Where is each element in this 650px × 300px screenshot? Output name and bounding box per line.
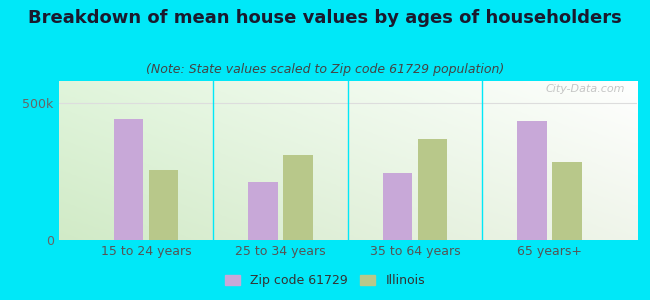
Bar — [114, 119, 143, 240]
Legend: Zip code 61729, Illinois: Zip code 61729, Illinois — [221, 270, 429, 291]
Bar — [248, 182, 278, 240]
Text: Breakdown of mean house values by ages of householders: Breakdown of mean house values by ages o… — [28, 9, 622, 27]
Text: (Note: State values scaled to Zip code 61729 population): (Note: State values scaled to Zip code 6… — [146, 63, 504, 76]
Bar — [383, 173, 412, 240]
Bar — [418, 139, 447, 240]
Text: City-Data.com: City-Data.com — [546, 84, 625, 94]
Bar — [552, 162, 582, 240]
Bar — [283, 155, 313, 240]
Bar — [149, 170, 178, 240]
Bar — [517, 121, 547, 240]
